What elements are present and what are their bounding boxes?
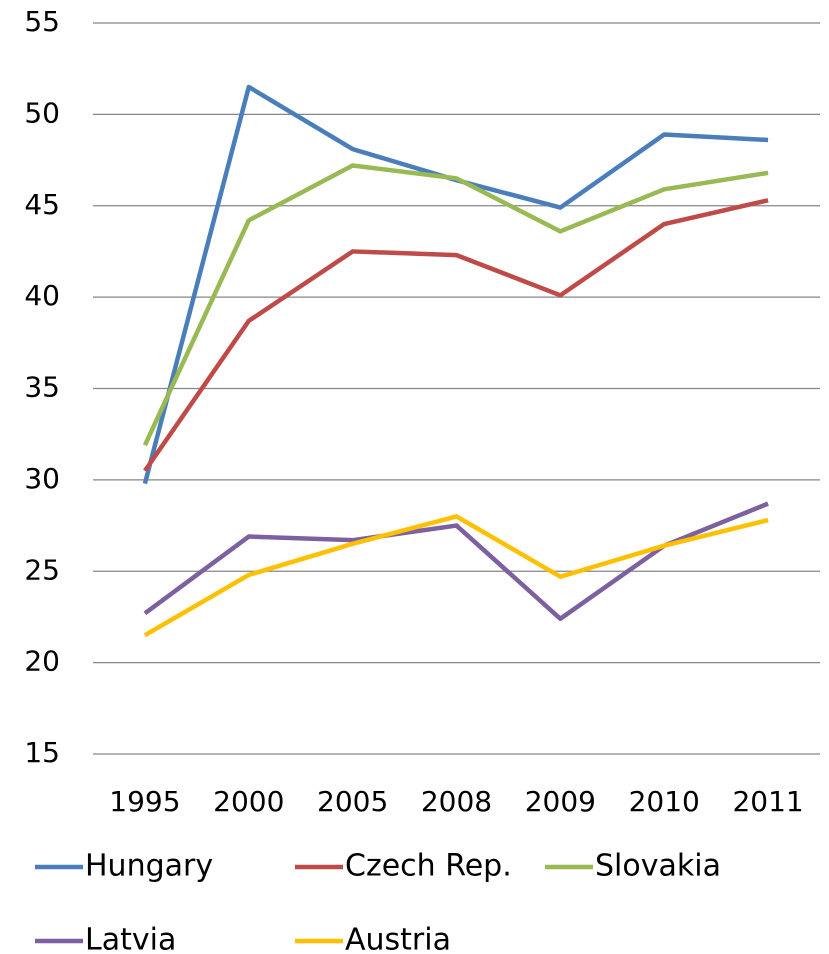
- y-tick-label: 25: [24, 553, 60, 586]
- series-line: [142, 84, 769, 485]
- x-tick-label: 1995: [109, 785, 180, 818]
- series-line: [142, 163, 769, 447]
- series-line: [143, 514, 769, 638]
- y-tick-label: 35: [24, 371, 60, 404]
- legend-label: Slovakia: [595, 849, 721, 884]
- y-tick-label: 40: [24, 279, 60, 312]
- legend-label: Austria: [345, 923, 451, 954]
- legend-label: Czech Rep.: [345, 849, 512, 884]
- y-tick-label: 20: [24, 645, 60, 678]
- x-tick-label: 2005: [317, 785, 388, 818]
- x-tick-label: 2011: [732, 785, 803, 818]
- legend-label: Hungary: [85, 849, 213, 884]
- x-tick-label: 2009: [525, 785, 596, 818]
- y-tick-label: 30: [24, 462, 60, 495]
- y-tick-label: 55: [24, 5, 60, 38]
- y-tick-label: 45: [24, 188, 60, 221]
- y-tick-label: 15: [24, 736, 60, 769]
- x-tick-label: 2010: [629, 785, 700, 818]
- series-line: [143, 501, 769, 622]
- x-tick-label: 2008: [421, 785, 492, 818]
- y-tick-label: 50: [24, 96, 60, 129]
- x-tick-label: 2000: [213, 785, 284, 818]
- series-line: [143, 198, 769, 473]
- legend-label: Latvia: [85, 923, 176, 954]
